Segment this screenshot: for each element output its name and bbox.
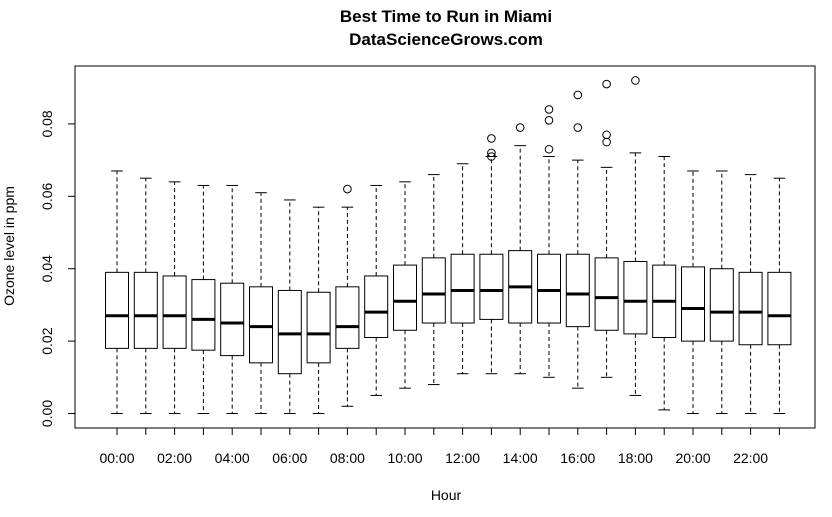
iqr-box xyxy=(133,271,158,349)
box-0200 xyxy=(162,181,187,415)
iqr-box xyxy=(421,257,446,324)
iqr-box xyxy=(565,253,590,328)
outlier-point xyxy=(487,148,496,158)
x-axis-label: Hour xyxy=(431,487,462,503)
outlier-point xyxy=(573,90,583,100)
y-axis-label: Ozone level in ppm xyxy=(1,186,17,306)
box-0800 xyxy=(335,184,360,407)
iqr-box xyxy=(162,275,187,349)
iqr-box xyxy=(594,257,619,331)
iqr-box xyxy=(709,268,734,342)
iqr-box xyxy=(537,253,561,324)
box-0700 xyxy=(306,206,331,415)
box-1600 xyxy=(565,90,590,389)
box-1400 xyxy=(508,123,533,375)
box-0300 xyxy=(191,184,216,415)
x-tick-label: 02:00 xyxy=(157,450,192,466)
x-tick-label: 20:00 xyxy=(675,450,710,466)
box-2100 xyxy=(709,170,734,415)
box-1500 xyxy=(537,105,561,378)
box-1800 xyxy=(623,76,648,396)
outlier-point xyxy=(631,76,640,85)
y-tick-label: 0.06 xyxy=(39,182,55,209)
box-0100 xyxy=(133,177,158,415)
iqr-box xyxy=(335,286,360,349)
box-1000 xyxy=(393,181,417,389)
x-tick-label: 10:00 xyxy=(387,450,422,466)
x-axis: 00:00 02:00 04:00 06:00 08:00 10:00 12:00 14:00… xyxy=(99,428,780,466)
box-2300 xyxy=(767,177,792,415)
plot-frame xyxy=(74,65,816,429)
iqr-box xyxy=(191,279,216,351)
outlier-point xyxy=(544,116,554,125)
box-1900 xyxy=(652,156,677,411)
iqr-box xyxy=(479,253,504,320)
x-tick-label: 00:00 xyxy=(99,450,134,466)
x-tick-label: 22:00 xyxy=(733,450,768,466)
box-1200 xyxy=(450,163,475,375)
outlier-point xyxy=(602,137,611,147)
y-tick-label: 0.04 xyxy=(39,255,55,282)
x-tick-label: 14:00 xyxy=(503,450,538,466)
outlier-point xyxy=(544,144,554,154)
outlier-point xyxy=(515,123,525,132)
iqr-box xyxy=(249,286,273,364)
outlier-point xyxy=(573,123,583,132)
box-1700 xyxy=(594,79,619,378)
iqr-box xyxy=(364,275,389,338)
x-tick-label: 04:00 xyxy=(215,450,250,466)
x-tick-label: 06:00 xyxy=(272,450,307,466)
outlier-point xyxy=(544,105,554,114)
outlier-point xyxy=(487,134,496,143)
y-tick-label: 0.00 xyxy=(39,400,55,427)
outlier-point xyxy=(487,152,496,161)
iqr-box xyxy=(450,253,475,324)
outlier-point xyxy=(602,79,611,89)
x-tick-label: 16:00 xyxy=(560,450,595,466)
x-tick-label: 12:00 xyxy=(445,450,480,466)
x-tick-label: 18:00 xyxy=(618,450,653,466)
x-tick-label: 08:00 xyxy=(330,450,365,466)
iqr-box xyxy=(105,271,129,349)
y-tick-label: 0.02 xyxy=(39,327,55,354)
box-0000 xyxy=(105,170,129,415)
box-2000 xyxy=(681,170,705,415)
y-tick-label: 0.08 xyxy=(39,110,55,137)
y-axis: 0.00 0.02 0.04 0.06 0.08 xyxy=(39,110,75,427)
outlier-point xyxy=(343,184,352,194)
box-1100 xyxy=(421,174,446,386)
iqr-box xyxy=(623,260,648,335)
box-2200 xyxy=(738,174,763,415)
box-0500 xyxy=(249,192,273,415)
boxes xyxy=(105,76,792,415)
iqr-box xyxy=(767,271,792,346)
iqr-box xyxy=(306,291,331,364)
outlier-point xyxy=(602,130,611,140)
iqr-box xyxy=(738,271,763,346)
box-0900 xyxy=(364,184,389,396)
iqr-box xyxy=(393,264,417,331)
box-0400 xyxy=(220,184,245,415)
chart-title: Best Time to Run in Miami xyxy=(340,7,552,26)
iqr-box xyxy=(681,266,705,342)
iqr-box xyxy=(220,282,245,357)
box-1300 xyxy=(479,134,504,375)
iqr-box xyxy=(277,289,302,375)
box-0600 xyxy=(277,199,302,415)
chart-subtitle: DataScienceGrows.com xyxy=(349,30,543,49)
